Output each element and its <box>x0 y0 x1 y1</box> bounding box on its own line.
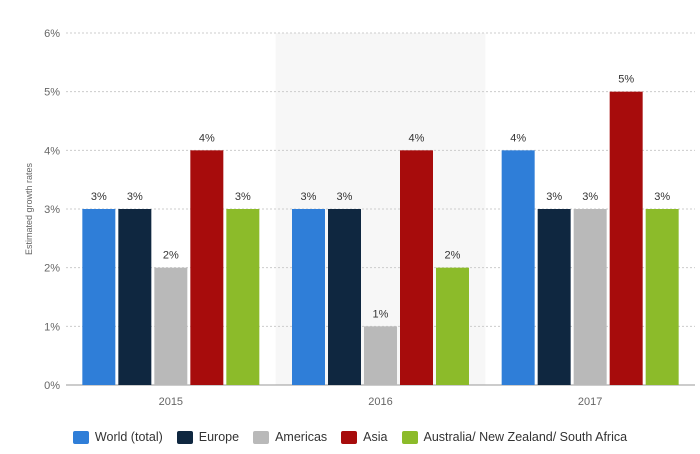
bar-asia-2016[interactable] <box>400 150 433 385</box>
data-label: 2% <box>445 250 461 262</box>
legend-item-world-total-[interactable]: World (total) <box>72 430 163 444</box>
y-tick-label: 3% <box>44 204 60 216</box>
bar-americas-2017[interactable] <box>573 209 607 385</box>
legend-swatch <box>341 430 358 444</box>
data-label: 3% <box>546 191 562 203</box>
x-tick-label: 2015 <box>159 396 183 408</box>
data-label: 3% <box>235 191 251 203</box>
legend-label: Australia/ New Zealand/ South Africa <box>423 430 628 444</box>
data-label: 3% <box>127 191 143 203</box>
legend-item-europe[interactable]: Europe <box>176 430 240 444</box>
data-label: 3% <box>337 191 353 203</box>
data-label: 2% <box>163 250 179 262</box>
bar-europe-2017[interactable] <box>537 209 571 385</box>
data-label: 3% <box>301 191 317 203</box>
bar-australia-new-zealand-south-africa-2015[interactable] <box>226 209 260 385</box>
bar-world-total--2015[interactable] <box>82 209 116 385</box>
y-tick-label: 1% <box>44 321 60 333</box>
y-tick-label: 2% <box>44 263 60 275</box>
legend-label: Europe <box>198 430 240 444</box>
y-tick-label: 0% <box>44 380 60 392</box>
data-label: 4% <box>409 132 425 144</box>
bar-europe-2015[interactable] <box>118 209 152 385</box>
bar-australia-new-zealand-south-africa-2016[interactable] <box>436 267 469 385</box>
data-label: 1% <box>373 308 389 320</box>
legend-label: Americas <box>275 430 328 444</box>
legend-item-americas[interactable]: Americas <box>253 430 327 444</box>
legend-label: World (total) <box>94 430 163 444</box>
data-label: 4% <box>199 132 215 144</box>
y-tick-label: 6% <box>44 28 60 40</box>
legend-item-asia[interactable]: Asia <box>341 430 388 444</box>
bar-chart: 0% 1% 2% 3% 4% 5% 6% 3% 3% 2% 4% 3% 2015 3% 3% 1% 4% 2% 2… <box>24 28 695 408</box>
x-tick-label: 2016 <box>368 396 392 408</box>
bar-world-total--2016[interactable] <box>292 209 325 385</box>
legend-swatch <box>72 430 89 444</box>
bar-americas-2016[interactable] <box>364 326 397 385</box>
legend-item-australia-new-zealand-south-africa[interactable]: Australia/ New Zealand/ South Africa <box>401 430 628 444</box>
data-label: 5% <box>618 74 634 86</box>
bar-asia-2017[interactable] <box>609 91 643 386</box>
chart-legend: World (total) Europe Americas Asia Australia… <box>0 426 700 448</box>
legend-swatch <box>401 430 418 444</box>
legend-swatch <box>176 430 193 444</box>
y-axis-title: Estimated growth rates <box>24 162 34 255</box>
y-tick-label: 4% <box>44 145 60 157</box>
data-label: 4% <box>510 132 526 144</box>
bar-asia-2015[interactable] <box>190 150 224 385</box>
data-label: 3% <box>582 191 598 203</box>
bar-australia-new-zealand-south-africa-2017[interactable] <box>645 209 679 385</box>
y-tick-label: 5% <box>44 87 60 99</box>
data-label: 3% <box>91 191 107 203</box>
legend-swatch <box>253 430 270 444</box>
legend-label: Asia <box>363 430 388 444</box>
bar-world-total--2017[interactable] <box>501 150 535 385</box>
bar-americas-2015[interactable] <box>154 267 188 385</box>
bar-europe-2016[interactable] <box>328 209 361 385</box>
x-tick-label: 2017 <box>578 396 602 408</box>
data-label: 3% <box>654 191 670 203</box>
